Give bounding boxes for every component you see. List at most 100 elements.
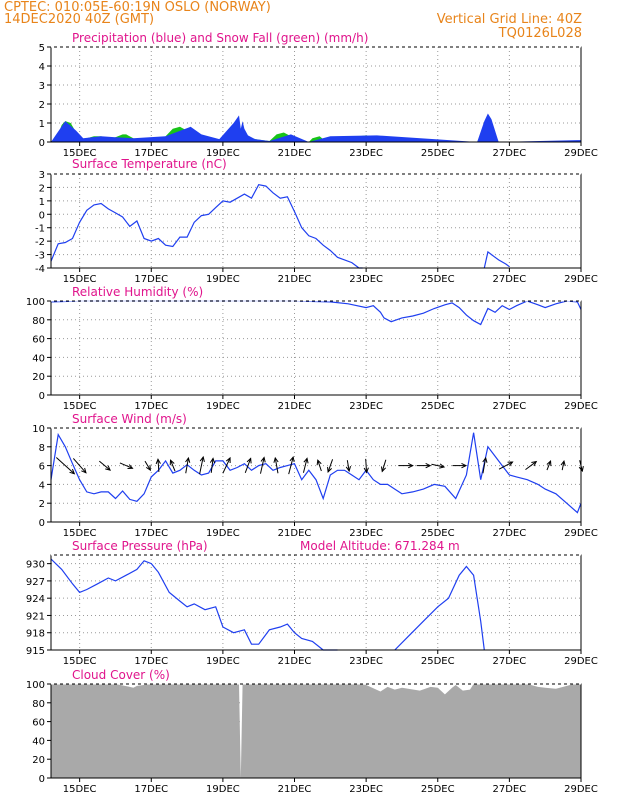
x-tick-label: 19DEC <box>206 148 240 159</box>
x-tick-label: 17DEC <box>134 148 168 159</box>
x-tick-label: 21DEC <box>278 401 312 412</box>
panel-pressure: 915 918 921 924 927 930 15DEC 17DEC 19DEC 21DEC 23… <box>26 539 598 667</box>
x-tick-label: 15DEC <box>63 148 97 159</box>
x-tick-label: 17DEC <box>134 528 168 539</box>
x-tick-label: 15DEC <box>63 784 97 795</box>
panel-rh: 0 20 40 60 80 100 15DEC 17DEC 19DEC 21DEC 23DEC 25D… <box>26 285 598 412</box>
wind-arrow <box>259 456 266 474</box>
x-tick-label: 29DEC <box>564 401 598 412</box>
wind-arrow <box>273 456 279 474</box>
x-tick-label: 25DEC <box>421 401 455 412</box>
x-tick-label: 23DEC <box>349 148 383 159</box>
wind-arrow <box>244 457 252 473</box>
wind-arrow <box>98 460 111 471</box>
y-tick-label: 930 <box>26 560 45 571</box>
x-tick-label: 19DEC <box>206 656 240 667</box>
wind-arrow <box>431 463 446 469</box>
y-tick-label: 3 <box>39 170 45 181</box>
x-tick-label: 17DEC <box>134 784 168 795</box>
x-tick-label: 21DEC <box>278 784 312 795</box>
plot-frame <box>50 300 582 396</box>
wind-arrow <box>525 460 538 471</box>
wind-arrow <box>380 459 387 473</box>
plot-frame <box>50 427 582 523</box>
y-tick-label: 5 <box>39 43 45 54</box>
y-tick-label: -3 <box>35 251 45 262</box>
y-tick-label: 80 <box>32 699 45 710</box>
wind-arrow <box>327 459 334 473</box>
panel-subtitle-pressure: Model Altitude: 671.284 m <box>300 539 460 553</box>
y-tick-label: -1 <box>35 224 45 235</box>
y-tick-label: 40 <box>32 736 45 747</box>
wind-arrow <box>155 458 161 472</box>
header-title: CPTEC: 010:05E-60:19N OSLO (NORWAY) <box>4 0 271 15</box>
wind-arrow <box>199 455 205 475</box>
series-line-pressure-1 <box>394 565 485 651</box>
y-tick-label: 0 <box>39 518 45 529</box>
header-code: TQ0126L028 <box>498 26 582 41</box>
y-tick-label: 60 <box>32 718 45 729</box>
wind-arrow <box>288 455 295 475</box>
panel-title-pressure: Surface Pressure (hPa) <box>72 539 208 553</box>
y-tick-label: 2 <box>39 183 45 194</box>
x-tick-label: 29DEC <box>564 148 598 159</box>
wind-arrow <box>546 460 552 471</box>
x-tick-label: 23DEC <box>349 784 383 795</box>
x-tick-label: 17DEC <box>134 401 168 412</box>
wind-arrow <box>185 456 191 474</box>
x-tick-label: 19DEC <box>206 784 240 795</box>
header-grid-note: Vertical Grid Line: 40Z <box>436 12 582 27</box>
y-tick-label: 0 <box>39 774 45 785</box>
wind-arrow <box>72 458 87 474</box>
y-tick-label: 100 <box>26 297 45 308</box>
x-tick-label: 27DEC <box>493 274 527 285</box>
panel-title-temp: Surface Temperature (nC) <box>72 157 227 171</box>
series-cloud-cover <box>51 684 581 778</box>
x-tick-label: 19DEC <box>206 274 240 285</box>
wind-arrow <box>452 462 468 469</box>
wind-arrow <box>55 457 76 475</box>
x-tick-label: 25DEC <box>421 528 455 539</box>
x-tick-label: 25DEC <box>421 148 455 159</box>
wind-arrow <box>560 459 566 471</box>
x-tick-label: 27DEC <box>493 401 527 412</box>
y-tick-label: 60 <box>32 335 45 346</box>
y-tick-label: -2 <box>35 237 45 248</box>
x-tick-label: 15DEC <box>63 401 97 412</box>
x-tick-label: 19DEC <box>206 401 240 412</box>
panel-title-rh: Relative Humidity (%) <box>72 285 203 299</box>
plot-frame <box>50 46 582 143</box>
series-line-wind-0 <box>50 432 582 514</box>
series-line-temp-1 <box>483 250 510 269</box>
x-tick-label: 27DEC <box>493 656 527 667</box>
x-tick-label: 21DEC <box>278 656 312 667</box>
x-tick-label: 15DEC <box>63 274 97 285</box>
x-tick-label: 15DEC <box>63 656 97 667</box>
wind-arrow <box>209 457 216 473</box>
panel-title-wind: Surface Wind (m/s) <box>72 412 187 426</box>
x-tick-label: 19DEC <box>206 528 240 539</box>
x-tick-label: 27DEC <box>493 148 527 159</box>
x-tick-label: 17DEC <box>134 274 168 285</box>
x-tick-label: 25DEC <box>421 274 455 285</box>
series-line-temp-0 <box>50 184 363 269</box>
x-tick-label: 23DEC <box>349 401 383 412</box>
wind-arrow <box>482 456 488 474</box>
y-tick-label: 1 <box>39 197 45 208</box>
y-tick-label: 100 <box>26 680 45 691</box>
plot-frame <box>50 173 582 269</box>
x-tick-label: 21DEC <box>278 274 312 285</box>
wind-arrow <box>363 458 369 474</box>
y-tick-label: 0 <box>39 210 45 221</box>
y-tick-label: 8 <box>39 443 45 454</box>
panel-precip: 0 1 2 3 4 5 15DEC 17DEC 19DEC 21DEC 23DEC 25DEC 27DE… <box>39 31 598 159</box>
x-tick-label: 15DEC <box>63 528 97 539</box>
y-tick-label: 921 <box>26 611 45 622</box>
y-tick-label: 2 <box>39 100 45 111</box>
plot-frame <box>50 554 582 651</box>
y-tick-label: 4 <box>39 62 45 73</box>
y-tick-label: 6 <box>39 462 45 473</box>
y-tick-label: -4 <box>35 264 45 275</box>
wind-arrow <box>416 462 432 469</box>
